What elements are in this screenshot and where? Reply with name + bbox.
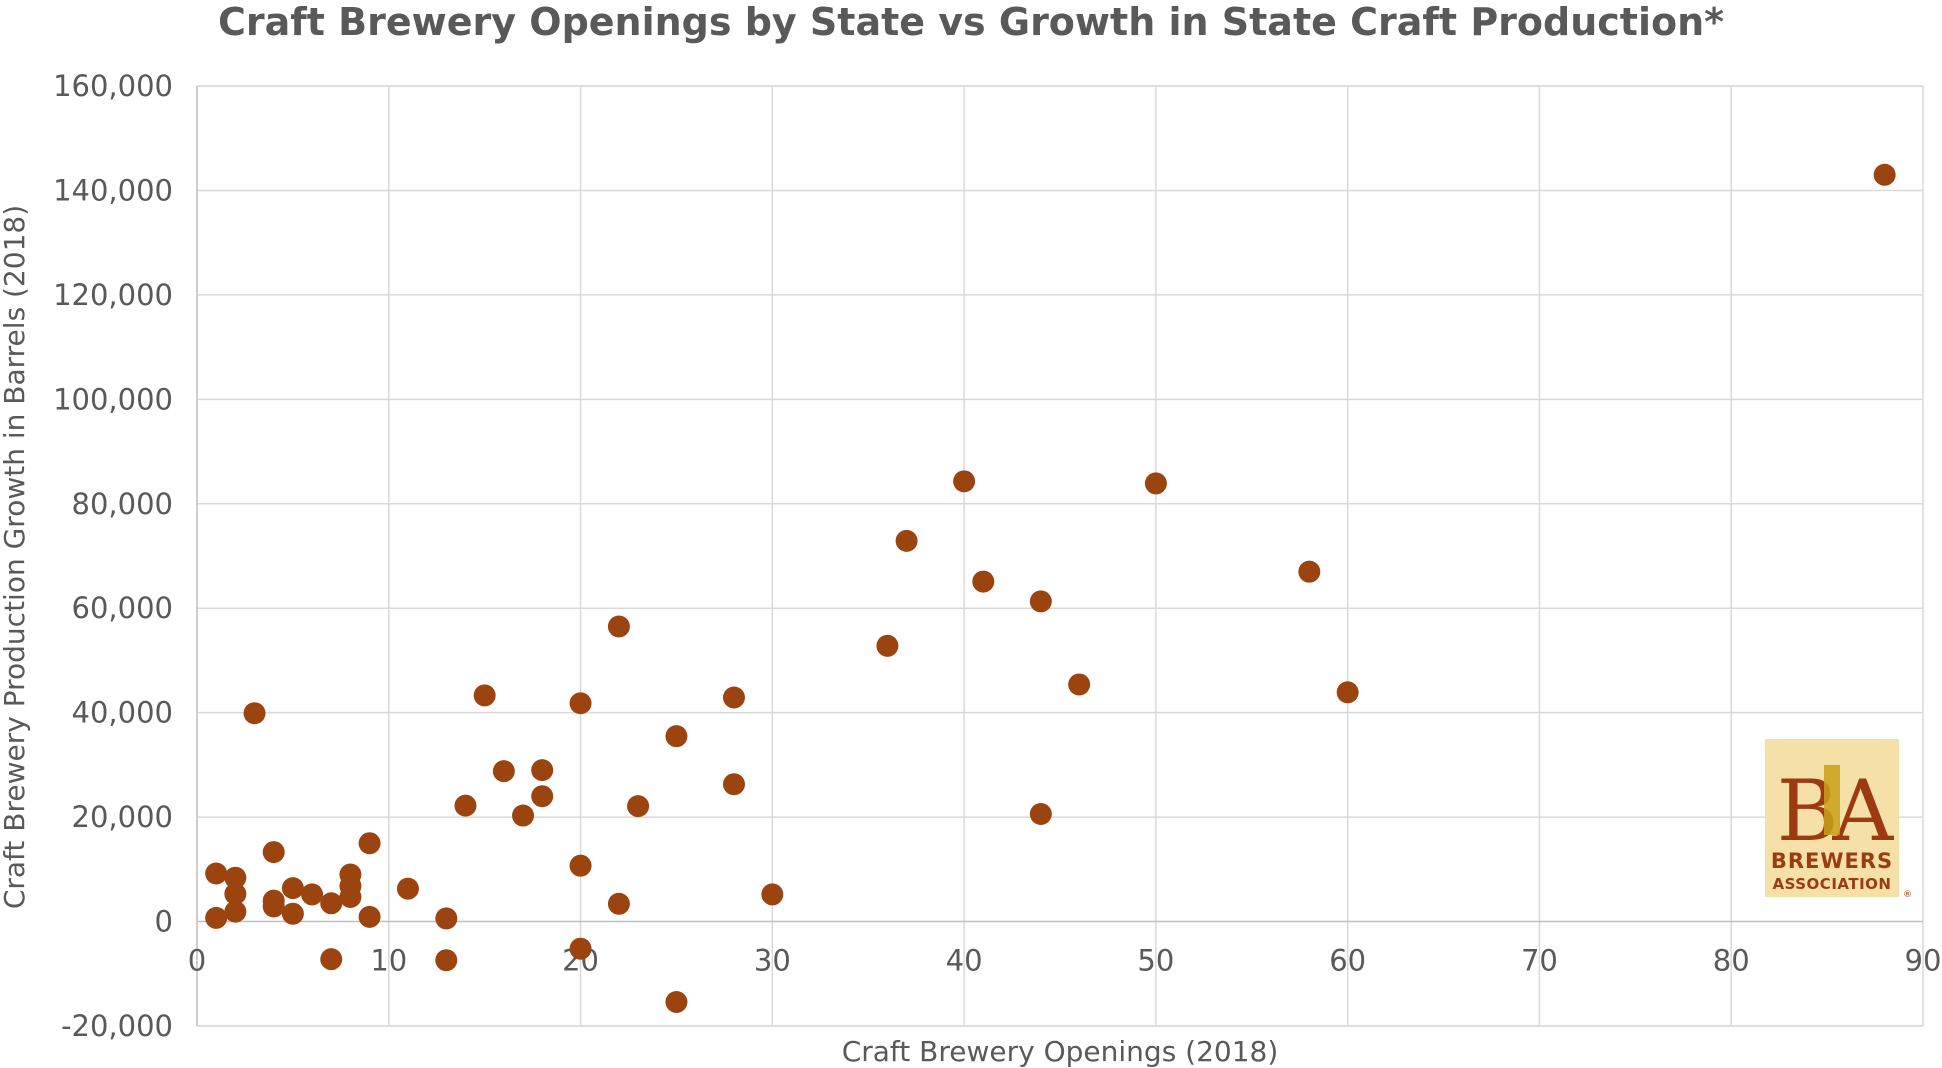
data-point (358, 905, 381, 928)
data-point (435, 907, 458, 930)
x-tick-label: 50 (1137, 944, 1174, 978)
data-point (876, 634, 899, 657)
data-point (281, 902, 304, 925)
data-point (339, 886, 362, 909)
data-point (1029, 590, 1052, 613)
y-tick-label: -20,000 (61, 1009, 173, 1043)
x-tick-label: 70 (1521, 944, 1558, 978)
data-point (454, 794, 477, 817)
data-point (262, 841, 285, 864)
data-point (665, 725, 688, 748)
data-point (761, 883, 784, 906)
data-point (1068, 673, 1091, 696)
y-tick-label: 60,000 (72, 591, 173, 625)
x-tick-label: 90 (1905, 944, 1942, 978)
y-tick-label: 100,000 (53, 382, 173, 416)
data-point (224, 900, 247, 923)
data-point (607, 892, 630, 915)
data-point (895, 529, 918, 552)
data-point (358, 832, 381, 855)
y-tick-label: 160,000 (53, 69, 173, 103)
data-point (1298, 560, 1321, 583)
logo-glass-icon (1824, 765, 1840, 835)
data-point (281, 877, 304, 900)
data-point (1144, 472, 1167, 495)
data-point (320, 948, 343, 971)
data-point (473, 684, 496, 707)
data-point (301, 883, 324, 906)
data-point (224, 866, 247, 889)
logo-line1: BREWERS (1771, 849, 1893, 873)
y-tick-label: 80,000 (72, 487, 173, 521)
data-point (205, 906, 228, 929)
data-point (243, 702, 266, 725)
y-tick-label: 40,000 (72, 696, 173, 730)
data-point (492, 760, 515, 783)
data-point (531, 759, 554, 782)
gridlines (197, 85, 1924, 1027)
data-point (396, 877, 419, 900)
x-axis-ticks: 0 10 20 30 40 50 60 70 80 90 (188, 944, 1942, 978)
data-point (569, 854, 592, 877)
y-tick-label: 20,000 (72, 800, 173, 834)
data-point (953, 470, 976, 493)
data-point (1336, 681, 1359, 704)
data-point (722, 686, 745, 709)
data-point (224, 882, 247, 905)
data-point (569, 692, 592, 715)
x-tick-label: 0 (188, 944, 206, 978)
y-axis-ticks: 160,000 140,000 120,000 100,000 80,000 60,000… (53, 69, 173, 1043)
y-tick-label: 140,000 (53, 173, 173, 207)
x-tick-label: 80 (1713, 944, 1750, 978)
data-point (722, 773, 745, 796)
logo-line2: ASSOCIATION (1773, 875, 1892, 893)
y-axis-label: Craft Brewery Production Growth in Barre… (0, 205, 31, 909)
data-point (665, 990, 688, 1013)
data-point (435, 949, 458, 972)
brewers-association-logo: BA BREWERS ASSOCIATION ® (1765, 739, 1912, 900)
chart-title: Craft Brewery Openings by State vs Growt… (217, 0, 1725, 44)
data-point (972, 570, 995, 593)
data-point (1029, 802, 1052, 825)
axes (196, 86, 1923, 1026)
y-tick-label: 120,000 (53, 278, 173, 312)
data-points (205, 163, 1896, 1013)
data-point (607, 615, 630, 638)
data-point (512, 804, 535, 827)
logo-registered-mark: ® (1903, 890, 1912, 900)
data-point (569, 937, 592, 960)
x-axis-label: Craft Brewery Openings (2018) (842, 1035, 1279, 1068)
data-point (531, 785, 554, 808)
x-tick-label: 30 (754, 944, 791, 978)
data-point (320, 892, 343, 915)
data-point (262, 895, 285, 918)
x-tick-label: 10 (370, 944, 407, 978)
data-point (205, 862, 228, 885)
data-point (1873, 163, 1896, 186)
data-point (627, 795, 650, 818)
y-tick-label: 0 (155, 905, 173, 939)
x-tick-label: 60 (1329, 944, 1366, 978)
x-tick-label: 40 (946, 944, 983, 978)
